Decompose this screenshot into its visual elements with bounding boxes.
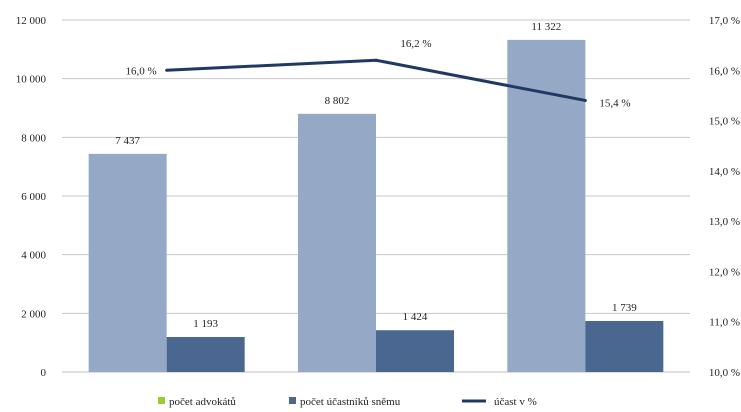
data-labels: 7 437 1 193 8 802 1 424 11 322 1 739 16,0 % 16,…	[115, 21, 637, 330]
right-tick-label: 15,0 %	[709, 116, 740, 128]
right-tick-label: 17,0 %	[709, 15, 740, 27]
left-tick-label: 0	[41, 367, 47, 379]
bar-data-label: 1 193	[193, 318, 218, 330]
legend-label: počet účastníků sněmu	[300, 396, 401, 408]
left-tick-label: 6 000	[21, 191, 46, 203]
left-tick-label: 8 000	[21, 132, 46, 144]
left-tick-label: 2 000	[21, 308, 46, 320]
bar-data-label: 1 424	[403, 311, 428, 323]
legend-swatch	[289, 397, 296, 404]
line-data-label: 16,0 %	[125, 65, 156, 77]
right-tick-label: 12,0 %	[709, 266, 740, 278]
bar	[507, 39, 586, 372]
left-tick-label: 12 000	[16, 15, 47, 27]
line-point	[583, 98, 587, 102]
right-axis-ticks: 10,0 % 11,0 % 12,0 % 13,0 % 14,0 % 15,0 % 16,0…	[709, 15, 740, 379]
right-tick-label: 10,0 %	[709, 367, 740, 379]
participation-line	[165, 58, 587, 102]
right-tick-label: 11,0 %	[709, 317, 740, 329]
legend-label: počet advokátů	[169, 396, 236, 408]
right-tick-label: 14,0 %	[709, 166, 740, 178]
bar	[166, 337, 245, 372]
line-point	[374, 58, 378, 62]
legend-label: účast v %	[494, 396, 537, 408]
bar-data-label: 1 739	[612, 302, 637, 314]
line-point	[165, 68, 169, 72]
legend-swatch	[158, 397, 165, 404]
line-data-label: 16,2 %	[400, 38, 431, 50]
bar	[88, 153, 167, 372]
right-tick-label: 16,0 %	[709, 65, 740, 77]
bars	[88, 39, 664, 373]
right-tick-label: 13,0 %	[709, 216, 740, 228]
bar-data-label: 7 437	[115, 135, 140, 147]
left-tick-label: 4 000	[21, 250, 46, 262]
legend: počet advokátů počet účastníků sněmu účast…	[158, 396, 537, 408]
left-tick-label: 10 000	[16, 74, 47, 86]
bar	[376, 330, 454, 372]
bar	[585, 320, 664, 372]
bar	[298, 113, 376, 373]
line-data-label: 15,4 %	[599, 97, 630, 109]
bar-data-label: 8 802	[325, 95, 350, 107]
bar-data-label: 11 322	[531, 21, 561, 33]
left-axis-ticks: 0 2 000 4 000 6 000 8 000 10 000 12 000	[16, 15, 47, 379]
